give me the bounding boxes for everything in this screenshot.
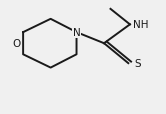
Text: NH: NH xyxy=(133,20,149,30)
Text: N: N xyxy=(73,28,80,38)
Text: O: O xyxy=(12,39,21,49)
Text: S: S xyxy=(135,59,141,69)
